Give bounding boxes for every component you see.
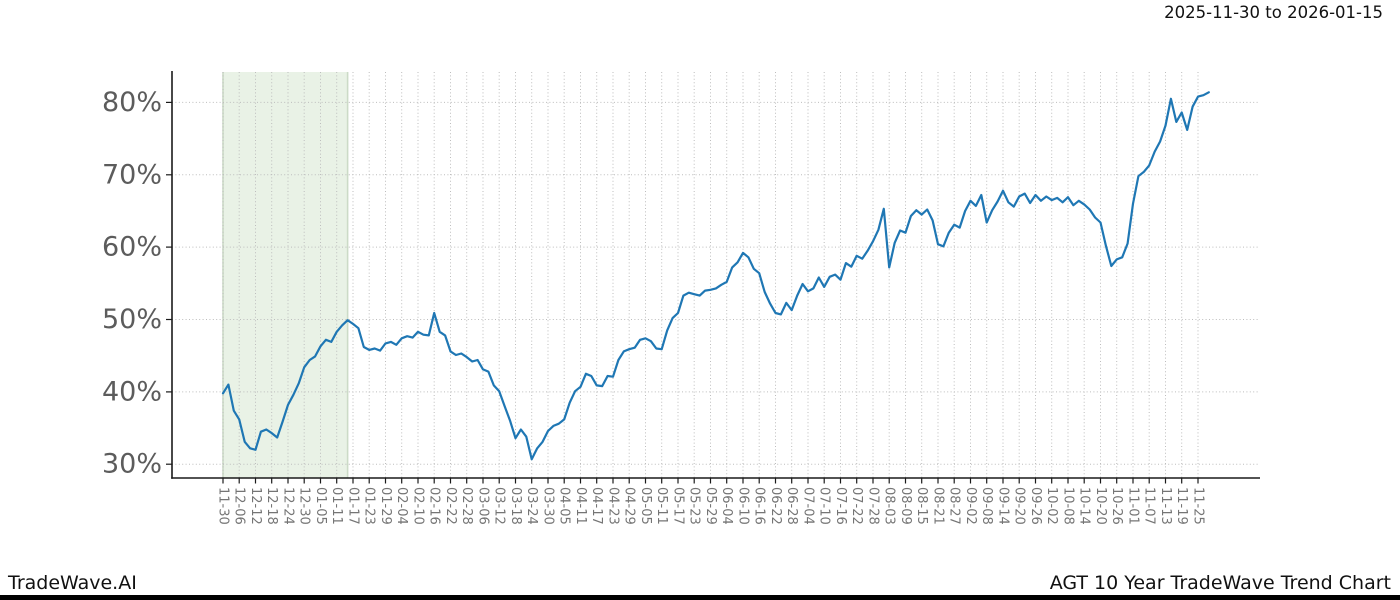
bottom-bar — [0, 595, 1400, 600]
svg-text:03-30: 03-30 — [541, 487, 556, 525]
svg-text:08-15: 08-15 — [914, 487, 929, 525]
svg-text:12-12: 12-12 — [248, 487, 263, 525]
svg-text:08-09: 08-09 — [898, 487, 913, 525]
svg-text:12-24: 12-24 — [281, 487, 296, 525]
svg-text:10-26: 10-26 — [1109, 487, 1124, 525]
date-range-title: 2025-11-30 to 2026-01-15 — [1164, 3, 1383, 22]
axis-spines — [171, 71, 1260, 479]
svg-text:12-18: 12-18 — [264, 487, 279, 525]
svg-text:30%: 30% — [102, 449, 162, 480]
svg-text:11-25: 11-25 — [1191, 487, 1206, 525]
svg-text:01-17: 01-17 — [346, 487, 361, 525]
svg-text:09-14: 09-14 — [996, 487, 1011, 525]
svg-text:05-23: 05-23 — [687, 487, 702, 525]
svg-text:06-04: 06-04 — [719, 487, 734, 525]
svg-text:08-21: 08-21 — [931, 487, 946, 525]
svg-text:10-02: 10-02 — [1044, 487, 1059, 525]
svg-text:06-16: 06-16 — [752, 487, 767, 525]
svg-text:70%: 70% — [102, 159, 162, 190]
svg-text:40%: 40% — [102, 376, 162, 407]
svg-text:05-05: 05-05 — [638, 487, 653, 525]
svg-text:04-17: 04-17 — [589, 487, 604, 525]
svg-text:05-17: 05-17 — [671, 487, 686, 525]
svg-text:50%: 50% — [102, 304, 162, 335]
svg-text:01-23: 01-23 — [362, 487, 377, 525]
svg-text:01-05: 01-05 — [313, 487, 328, 525]
svg-text:03-06: 03-06 — [476, 487, 491, 525]
svg-text:06-10: 06-10 — [736, 487, 751, 525]
svg-text:02-04: 02-04 — [394, 487, 409, 525]
svg-text:09-02: 09-02 — [963, 487, 978, 525]
svg-text:03-24: 03-24 — [524, 487, 539, 525]
svg-text:02-28: 02-28 — [459, 487, 474, 525]
svg-text:04-11: 04-11 — [573, 487, 588, 525]
svg-text:08-03: 08-03 — [882, 487, 897, 525]
svg-text:07-10: 07-10 — [817, 487, 832, 525]
svg-text:05-29: 05-29 — [703, 487, 718, 525]
svg-text:03-18: 03-18 — [508, 487, 523, 525]
svg-text:01-11: 01-11 — [329, 487, 344, 525]
y-axis-ticks: 30% 40% 50% 60% 70% 80% — [102, 87, 172, 480]
svg-text:11-19: 11-19 — [1174, 487, 1189, 525]
svg-text:04-29: 04-29 — [622, 487, 637, 525]
grid — [172, 72, 1260, 478]
svg-text:04-05: 04-05 — [557, 487, 572, 525]
trend-line — [221, 91, 1210, 461]
svg-text:07-16: 07-16 — [833, 487, 848, 525]
chart-title-label: AGT 10 Year TradeWave Trend Chart — [1049, 572, 1391, 594]
highlight-region — [222, 72, 349, 478]
svg-text:10-08: 10-08 — [1061, 487, 1076, 525]
svg-text:11-30: 11-30 — [216, 487, 231, 525]
svg-text:10-14: 10-14 — [1077, 487, 1092, 525]
svg-text:12-30: 12-30 — [297, 487, 312, 525]
svg-text:06-28: 06-28 — [784, 487, 799, 525]
svg-text:80%: 80% — [102, 87, 162, 118]
brand-label: TradeWave.AI — [8, 572, 137, 594]
svg-text:03-12: 03-12 — [492, 487, 507, 525]
svg-text:07-28: 07-28 — [866, 487, 881, 525]
svg-text:09-20: 09-20 — [1012, 487, 1027, 525]
svg-text:08-27: 08-27 — [947, 487, 962, 525]
svg-text:02-22: 02-22 — [443, 487, 458, 525]
svg-text:11-13: 11-13 — [1158, 487, 1173, 525]
svg-text:02-10: 02-10 — [411, 487, 426, 525]
svg-text:60%: 60% — [102, 232, 162, 263]
svg-text:02-16: 02-16 — [427, 487, 442, 525]
svg-text:04-23: 04-23 — [606, 487, 621, 525]
svg-text:07-22: 07-22 — [849, 487, 864, 525]
svg-text:11-07: 11-07 — [1142, 487, 1157, 525]
x-axis-ticks: 11-30 12-06 12-12 12-18 12-24 12-30 01-05 01-11… — [216, 478, 1206, 525]
svg-text:06-22: 06-22 — [768, 487, 783, 525]
svg-text:12-06: 12-06 — [232, 487, 247, 525]
svg-text:09-08: 09-08 — [979, 487, 994, 525]
svg-text:09-26: 09-26 — [1028, 487, 1043, 525]
svg-text:01-29: 01-29 — [378, 487, 393, 525]
svg-text:11-01: 11-01 — [1126, 487, 1141, 525]
svg-text:05-11: 05-11 — [654, 487, 669, 525]
svg-text:07-04: 07-04 — [801, 487, 816, 525]
svg-text:10-20: 10-20 — [1093, 487, 1108, 525]
